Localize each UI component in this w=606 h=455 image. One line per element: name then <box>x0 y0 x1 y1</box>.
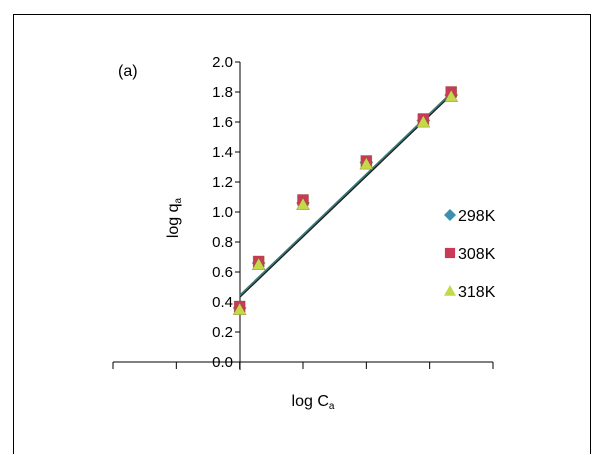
data-point <box>295 197 311 210</box>
data-points <box>232 86 459 316</box>
legend-label: 318K <box>458 284 496 301</box>
data-point <box>444 89 459 102</box>
y-tick-label: 1.0 <box>212 204 233 221</box>
data-point <box>232 302 247 316</box>
legend-label: 308K <box>458 246 496 263</box>
panel-label: (a) <box>118 63 138 80</box>
y-tick-label: 1.6 <box>212 114 233 131</box>
legend-label: 298K <box>458 208 496 225</box>
chart-frame <box>13 14 591 454</box>
y-tick-label: 1.8 <box>212 84 233 101</box>
series-318K <box>232 89 459 316</box>
y-tick-label: 0.8 <box>212 234 233 251</box>
x-axis-title-sub: a <box>329 401 335 412</box>
data-point <box>416 114 431 128</box>
y-axis-title: log qa <box>165 197 184 238</box>
fit-lines <box>238 92 453 298</box>
legend-marker <box>444 285 456 296</box>
y-tick-labels: 0.00.20.40.60.81.01.21.41.61.82.0 <box>212 54 233 371</box>
fit-line <box>239 94 452 298</box>
x-axis-title: log Ca <box>292 393 335 412</box>
y-tick-label: 1.2 <box>212 174 233 191</box>
y-tick-label: 1.4 <box>212 144 233 161</box>
y-axis-title-sub: a <box>173 197 184 203</box>
legend: 298K 308K 318K <box>444 208 496 301</box>
data-point <box>359 156 374 170</box>
legend-marker <box>444 209 456 221</box>
fit-line <box>238 92 453 297</box>
y-tick-label: 0.2 <box>212 324 233 341</box>
y-tick-label: 0.6 <box>212 264 233 281</box>
legend-marker <box>444 247 456 259</box>
data-point <box>251 257 266 271</box>
y-axis-title-main: log q <box>165 203 182 238</box>
y-tick-label: 2.0 <box>212 54 233 71</box>
x-axis-title-main: log C <box>292 393 329 410</box>
y-tick-label: 0.4 <box>212 294 233 311</box>
